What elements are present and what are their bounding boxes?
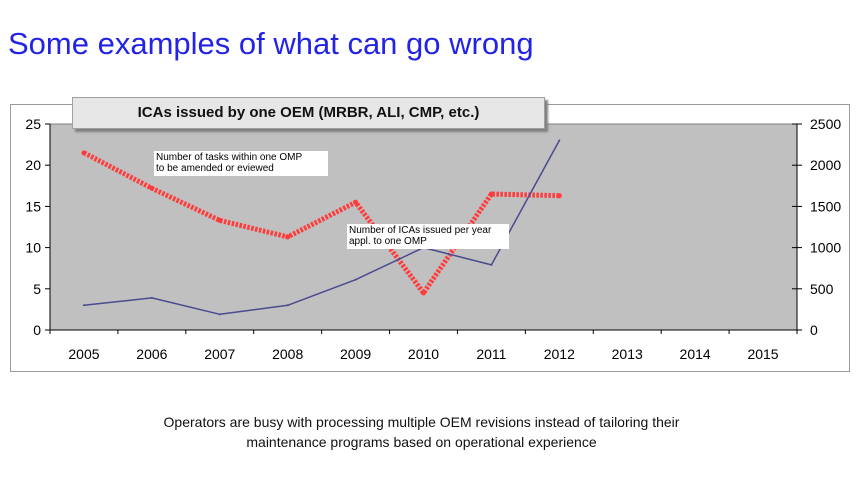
tasks-series-label-line1: Number of tasks within one OMP bbox=[156, 152, 303, 163]
x-tick-label: 2008 bbox=[272, 346, 303, 362]
x-tick-label: 2010 bbox=[408, 346, 439, 362]
tasks-data-point bbox=[353, 199, 359, 205]
tasks-series-line bbox=[82, 150, 560, 296]
left-tick-label: 15 bbox=[25, 198, 41, 214]
x-tick-label: 2007 bbox=[204, 346, 235, 362]
x-tick-label: 2011 bbox=[476, 346, 506, 362]
right-tick-label: 2500 bbox=[810, 116, 841, 132]
icas-series-label-line2: appl. to one OMP bbox=[349, 236, 427, 247]
right-tick-label: 1000 bbox=[810, 240, 841, 256]
icas-series-label: Number of ICAs issued per year appl. to … bbox=[347, 224, 509, 249]
x-tick-label: 2006 bbox=[136, 346, 167, 362]
x-tick-label: 2014 bbox=[680, 346, 711, 362]
caption-line-2: maintenance programs based on operationa… bbox=[246, 434, 597, 450]
tasks-data-point bbox=[556, 193, 562, 199]
x-tick-label: 2013 bbox=[612, 346, 643, 362]
left-tick-label: 10 bbox=[25, 240, 41, 256]
icas-data-point bbox=[490, 263, 493, 266]
icas-data-point bbox=[82, 304, 85, 307]
tasks-data-point bbox=[217, 217, 223, 223]
caption-line-1: Operators are busy with processing multi… bbox=[163, 414, 680, 430]
x-tick-label: 2012 bbox=[544, 346, 575, 362]
left-tick-label: 25 bbox=[25, 116, 41, 132]
x-tick-label: 2009 bbox=[340, 346, 371, 362]
tasks-data-point bbox=[488, 191, 494, 197]
icas-series-label-line1: Number of ICAs issued per year bbox=[349, 225, 492, 236]
icas-series-line bbox=[83, 140, 560, 316]
tasks-data-point bbox=[285, 234, 291, 240]
left-tick-label: 5 bbox=[33, 281, 41, 297]
icas-data-point bbox=[218, 313, 221, 316]
slide-title: Some examples of what can go wrong bbox=[8, 26, 534, 61]
icas-data-point bbox=[558, 139, 561, 142]
tasks-data-point bbox=[421, 290, 426, 296]
left-tick-label: 20 bbox=[25, 157, 41, 173]
right-tick-label: 500 bbox=[810, 281, 834, 297]
right-tick-label: 0 bbox=[810, 322, 818, 338]
tasks-series-label: Number of tasks within one OMP to be ame… bbox=[154, 151, 328, 176]
tasks-series-label-line2: to be amended or eviewed bbox=[156, 163, 274, 174]
tasks-data-point bbox=[149, 185, 155, 191]
right-tick-label: 2000 bbox=[810, 157, 841, 173]
icas-data-point bbox=[354, 278, 357, 281]
icas-data-point bbox=[286, 304, 289, 307]
left-tick-label: 0 bbox=[33, 322, 41, 338]
x-tick-label: 2015 bbox=[747, 346, 778, 362]
chart-title: ICAs issued by one OEM (MRBR, ALI, CMP, … bbox=[72, 97, 545, 129]
x-tick-label: 2005 bbox=[68, 346, 99, 362]
tasks-data-point bbox=[81, 150, 87, 156]
slide-caption: Operators are busy with processing multi… bbox=[0, 412, 843, 452]
right-tick-label: 1500 bbox=[810, 198, 841, 214]
icas-data-point bbox=[150, 296, 153, 299]
